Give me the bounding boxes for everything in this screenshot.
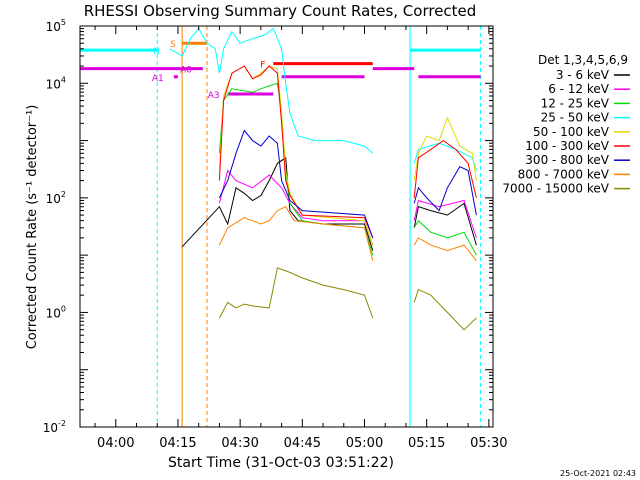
x-axis: 04:00 04:15 04:30 04:45 05:00 05:15 05:30 <box>94 26 508 451</box>
legend-label-7000-15000-kev: 7000 - 15000 keV <box>502 182 609 196</box>
legend-label-50-100-kev: 50 - 100 keV <box>533 125 610 139</box>
y-axis-label: Corrected Count Rate (s⁻¹ detector⁻¹) <box>25 105 40 350</box>
x-tick-label: 05:00 <box>346 436 383 451</box>
y-tick-exponent: 2 <box>61 190 66 199</box>
series-line-800-7000-kev <box>218 206 477 262</box>
legend-label-6-12-kev: 6 - 12 keV <box>548 82 610 96</box>
x-tick-label: 04:45 <box>284 436 321 451</box>
series-line-300-800-kev <box>218 129 477 239</box>
observing-bars: NS F A0 A1 A3 <box>80 40 481 101</box>
legend-label-100-300-kev: 100 - 300 keV <box>525 139 609 153</box>
x-tick-label: 05:15 <box>408 436 445 451</box>
obs-bar-label-s: S <box>170 40 176 50</box>
obs-bar-label-n: N <box>153 47 160 57</box>
series-lines <box>169 27 477 331</box>
legend-header: Det 1,3,4,5,6,9 <box>538 53 628 67</box>
series-line-6-12-kev <box>218 169 477 246</box>
series-line-100-300-kev <box>218 65 477 239</box>
x-axis-label: Start Time (31-Oct-03 03:51:22) <box>168 455 394 471</box>
legend-label-12-25-kev: 12 - 25 keV <box>541 96 610 110</box>
x-tick-label: 05:30 <box>470 436 507 451</box>
x-tick-label: 04:30 <box>221 436 258 451</box>
obs-bar-label-f: F <box>260 61 265 71</box>
series-line-7000-15000-kev <box>218 267 477 331</box>
obs-bar-label-a1: A1 <box>152 74 164 84</box>
y-tick-exponent: 5 <box>61 18 66 27</box>
chart-title: RHESSI Observing Summary Count Rates, Co… <box>84 2 477 20</box>
y-tick-exponent: -2 <box>58 419 66 428</box>
legend-label-25-50-kev: 25 - 50 keV <box>541 111 610 125</box>
obs-bar-label-a3: A3 <box>208 91 220 101</box>
legend-label-800-7000-kev: 800 - 7000 keV <box>518 167 610 181</box>
footer-timestamp: 25-Oct-2021 02:43 <box>560 469 636 478</box>
legend-label-3-6-kev: 3 - 6 keV <box>556 68 610 82</box>
x-tick-label: 04:15 <box>159 436 196 451</box>
plot-frame <box>79 25 494 428</box>
obs-bar-label-a0: A0 <box>180 66 192 76</box>
y-tick-exponent: 0 <box>61 304 66 313</box>
legend-label-300-800-kev: 300 - 800 keV <box>525 153 609 167</box>
y-tick-exponent: 4 <box>61 75 66 84</box>
x-tick-label: 04:00 <box>97 436 134 451</box>
